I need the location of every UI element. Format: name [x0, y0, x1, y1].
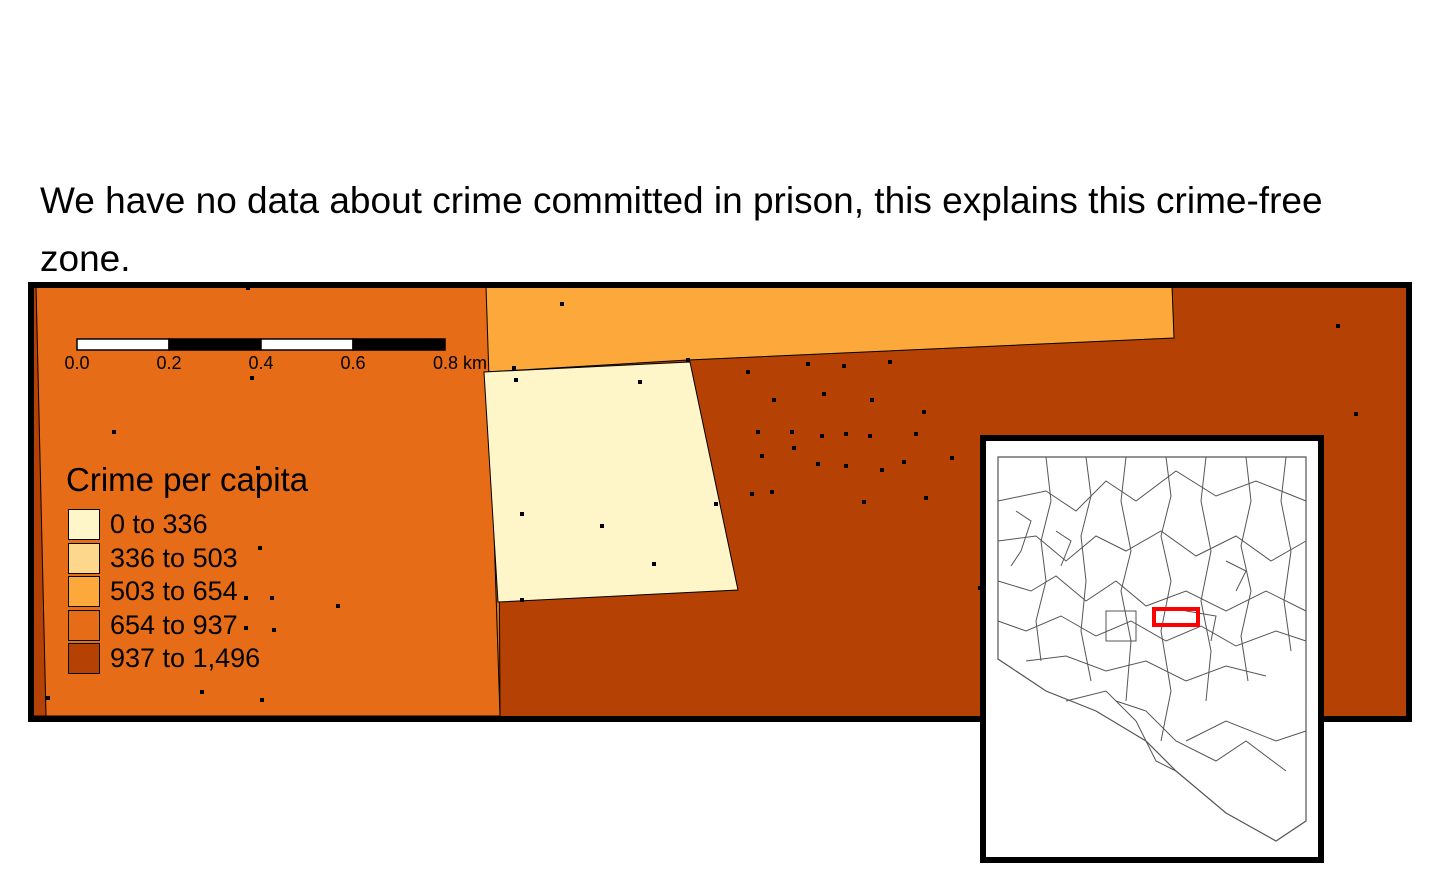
crime-point: [816, 462, 820, 466]
city-outline: [997, 456, 1307, 842]
map-legend: Crime per capita 0 to 336 336 to 503 503…: [66, 460, 346, 676]
crime-point: [902, 460, 906, 464]
legend-item: 937 to 1,496: [66, 642, 346, 676]
crime-point: [1336, 324, 1340, 328]
scale-tick-2: 0.4: [248, 353, 274, 373]
legend-swatch: [68, 542, 100, 574]
crime-point: [512, 366, 516, 370]
crime-point: [244, 626, 248, 630]
crime-point: [1354, 412, 1358, 416]
legend-item: 654 to 937: [66, 609, 346, 643]
crime-point: [844, 432, 848, 436]
crime-point: [600, 524, 604, 528]
crime-point: [714, 502, 718, 506]
crime-point: [862, 500, 866, 504]
legend-title: Crime per capita: [66, 461, 309, 498]
crime-point: [868, 434, 872, 438]
crime-point: [258, 546, 262, 550]
crime-point: [638, 380, 642, 384]
crime-point: [792, 446, 796, 450]
scale-bar-graphic: [76, 338, 446, 351]
crime-point: [514, 378, 518, 382]
crime-point: [870, 398, 874, 402]
scale-tick-4: 0.8 km: [432, 353, 488, 373]
scale-tick-3: 0.6: [340, 353, 366, 373]
crime-point: [756, 430, 760, 434]
inset-locator-map: [980, 435, 1324, 863]
crime-point: [822, 392, 826, 396]
crime-point: [770, 490, 774, 494]
crime-point: [520, 512, 524, 516]
legend-label: 0 to 336: [110, 509, 208, 540]
crime-point: [652, 562, 656, 566]
crime-point: [950, 456, 954, 460]
legend-item: 503 to 654: [66, 575, 346, 609]
crime-point: [820, 434, 824, 438]
crime-point: [112, 430, 116, 434]
region-prison: [483, 361, 739, 603]
crime-point: [560, 302, 564, 306]
crime-point: [746, 370, 750, 374]
crime-point: [914, 432, 918, 436]
crime-point: [686, 358, 690, 362]
legend-label: 654 to 937: [110, 609, 238, 640]
legend-label: 503 to 654: [110, 576, 238, 607]
scale-tick-0: 0.0: [64, 353, 90, 373]
crime-point: [924, 496, 928, 500]
crime-point: [806, 362, 810, 366]
crime-point: [880, 468, 884, 472]
study-area-highlight: [1152, 607, 1200, 627]
legend-swatch: [68, 643, 100, 675]
crime-point: [272, 628, 276, 632]
crime-point: [250, 376, 254, 380]
crime-point: [256, 466, 260, 470]
crime-point: [260, 698, 264, 702]
crime-point: [46, 696, 50, 700]
crime-point: [520, 598, 524, 602]
legend-label: 336 to 503: [110, 542, 238, 573]
neighborhood-boundaries: [997, 456, 1307, 772]
map-border: [28, 282, 1412, 722]
legend-item: 0 to 336: [66, 508, 346, 542]
crime-point: [760, 454, 764, 458]
crime-point: [844, 464, 848, 468]
crime-point: [772, 398, 776, 402]
crime-point: [790, 430, 794, 434]
crime-points: [46, 286, 1358, 702]
crime-point: [842, 364, 846, 368]
scale-tick-1: 0.2: [156, 353, 182, 373]
crime-point: [336, 604, 340, 608]
crime-point: [200, 690, 204, 694]
legend-label: 937 to 1,496: [110, 643, 261, 674]
scale-bar: 0.0 0.2 0.4 0.6 0.8 km: [60, 338, 500, 378]
legend-swatch: [68, 576, 100, 608]
inset-svg: [997, 456, 1307, 842]
crime-point: [922, 410, 926, 414]
crime-point: [244, 596, 248, 600]
crime-point: [750, 492, 754, 496]
legend-item: 336 to 503: [66, 542, 346, 576]
crime-point: [888, 360, 892, 364]
legend-swatch: [68, 609, 100, 641]
crime-point: [246, 286, 250, 290]
crime-point: [270, 596, 274, 600]
map-caption: We have no data about crime committed in…: [40, 180, 1323, 279]
legend-swatch: [68, 509, 100, 541]
